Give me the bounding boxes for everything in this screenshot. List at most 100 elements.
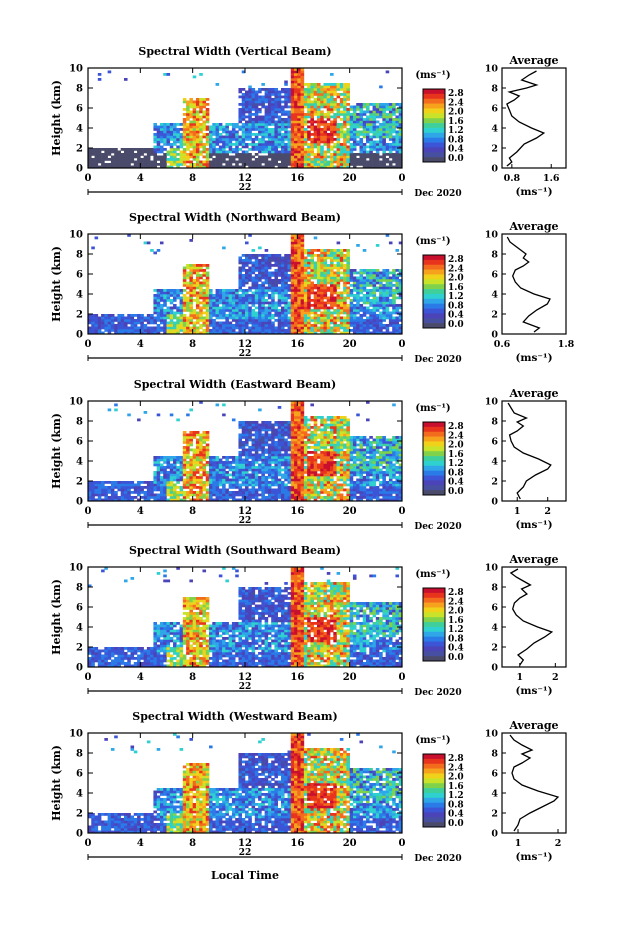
heatmap-cell [320,312,324,315]
heatmap-cell [274,128,278,131]
heatmap-cell [212,479,216,482]
heatmap-cell [304,279,308,282]
heatmap-cell [359,282,363,285]
heatmap-cell [359,327,363,330]
heatmap-cell [359,156,363,159]
heatmap-cell [288,267,292,270]
heatmap-cell [252,249,256,252]
heatmap-cell [350,131,354,134]
heatmap-cell [379,131,383,134]
heatmap-cell [284,302,288,305]
heatmap-cell [320,161,324,164]
heatmap-cell [294,239,298,242]
heatmap-cell [121,327,125,330]
heatmap-cell [216,494,220,497]
heatmap-cell [160,163,164,166]
heatmap-cell [252,141,256,144]
heatmap-cell [196,322,200,325]
heatmap-cell [324,91,328,94]
heatmap-cell [225,322,229,325]
heatmap-cell [255,267,259,270]
heatmap-cell [373,319,377,322]
heatmap-cell [333,272,337,275]
heatmap-cell [127,158,131,161]
heatmap-cell [274,262,278,265]
heatmap-cell [353,272,357,275]
heatmap-cell [291,309,295,312]
heatmap-cell [252,262,256,265]
heatmap-cell [199,479,203,482]
heatmap-cell [163,128,167,131]
heatmap-cell [91,158,95,161]
heatmap-cell [265,249,269,252]
heatmap-cell [199,494,203,497]
heatmap-cell [314,158,318,161]
heatmap-cell [252,282,256,285]
heatmap-cell [346,249,350,252]
heatmap-cell [163,73,167,76]
heatmap-cell [209,309,213,312]
heatmap-cell [340,294,344,297]
heatmap-cell [274,272,278,275]
heatmap-cell [216,83,220,86]
heatmap-cell [216,324,220,327]
heatmap-cell [219,294,223,297]
heatmap-cell [248,297,252,300]
heatmap-cell [392,299,396,302]
heatmap-cell [189,272,193,275]
heatmap-cell [353,118,357,121]
heatmap-cell [186,302,190,305]
heatmap-cell [366,277,370,280]
heatmap-cell [291,161,295,164]
heatmap-cell [199,284,203,287]
heatmap-cell [284,151,288,154]
heatmap-cell [294,101,298,104]
heatmap-cell [317,314,321,317]
heatmap-cell [268,282,272,285]
heatmap-cell [281,312,285,315]
heatmap-cell [395,297,399,300]
heatmap-cell [284,123,288,126]
heatmap-cell [95,329,99,332]
heatmap-cell [376,309,380,312]
heatmap-cell [163,329,167,332]
heatmap-cell [252,317,256,320]
heatmap-cell [163,141,167,144]
heatmap-cell [232,138,236,141]
heatmap-cell [324,257,328,260]
heatmap-cell [291,272,295,275]
heatmap-cell [140,327,144,330]
heatmap-cell [304,93,308,96]
heatmap-cell [150,319,154,322]
heatmap-cell [346,277,350,280]
heatmap-cell [258,146,262,149]
heatmap-cell [245,451,249,454]
heatmap-cell [307,161,311,164]
heatmap-cell [242,158,246,161]
heatmap-cell [261,299,265,302]
heatmap-cell [248,474,252,477]
heatmap-cell [238,476,242,479]
heatmap-cell [242,327,246,330]
heatmap-cell [173,466,177,469]
heatmap-cell [209,474,213,477]
heatmap-cell [389,146,393,149]
heatmap-cell [91,484,95,487]
heatmap-cell [330,302,334,305]
heatmap-cell [284,146,288,149]
heatmap-cell [271,128,275,131]
heatmap-cell [356,158,360,161]
heatmap-cell [291,282,295,285]
heatmap-cell [245,282,249,285]
heatmap-cell [324,292,328,295]
heatmap-cell [176,327,180,330]
heatmap-cell [202,163,206,166]
heatmap-cell [386,302,390,305]
heatmap-cell [379,111,383,114]
heatmap-cell [274,289,278,292]
heatmap-cell [382,156,386,159]
heatmap-cell [337,264,341,267]
heatmap-cell [114,486,118,489]
heatmap-cell [199,146,203,149]
heatmap-cell [183,269,187,272]
